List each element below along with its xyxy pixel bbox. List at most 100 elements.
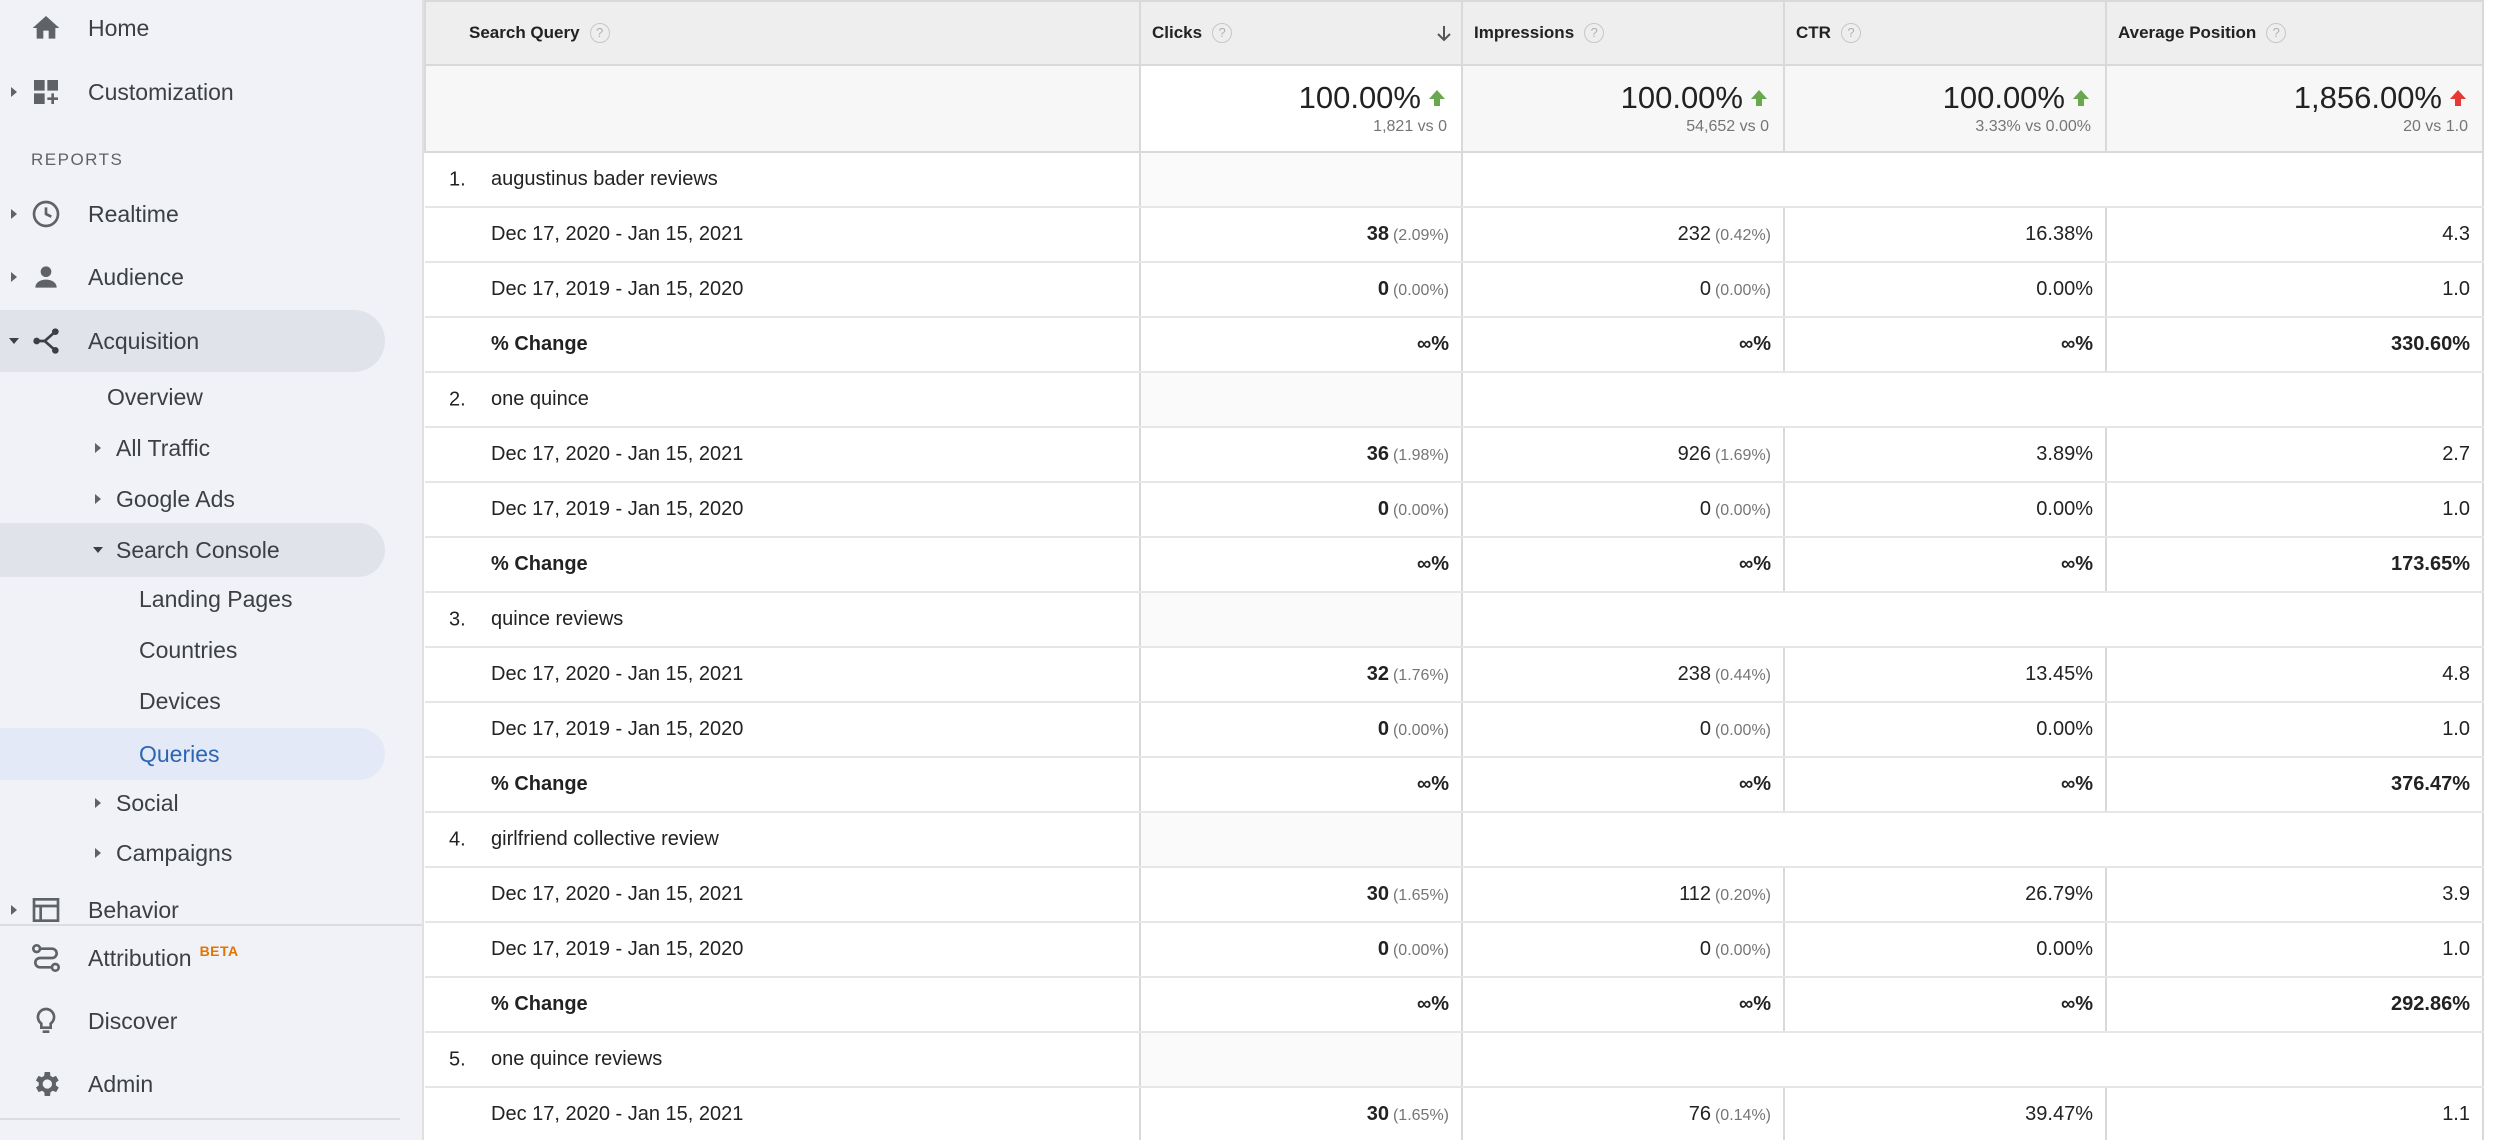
sidebar-item-discover[interactable]: Discover: [0, 990, 385, 1052]
clicks-cell: ∞%: [1140, 317, 1463, 373]
impressions-cell: 0 (0.00%): [1462, 922, 1785, 978]
group-filler: [1140, 592, 1463, 648]
cell-percent: (0.00%): [1392, 942, 1449, 959]
sidebar-item-label: Discover: [88, 1007, 178, 1034]
query-cell[interactable]: 2. one quince: [425, 372, 1141, 428]
dashboard-customize-icon: [34, 80, 58, 104]
row-label: Dec 17, 2020 - Jan 15, 2021: [425, 647, 1141, 703]
cell-value: ∞%: [1738, 993, 1771, 1015]
caret-down-icon: [93, 547, 103, 553]
impressions-cell: 238 (0.44%): [1462, 647, 1785, 703]
attribution-label: Attribution: [88, 944, 192, 971]
row-label: % Change: [425, 977, 1141, 1033]
date-range-row: Dec 17, 2020 - Jan 15, 2021 30 (1.65%) 112(…: [425, 867, 2484, 923]
position-cell: 1.0: [2106, 482, 2484, 538]
impressions-cell: ∞%: [1462, 537, 1785, 593]
sidebar-item-behavior[interactable]: Behavior: [0, 880, 385, 940]
cell-percent: (0.20%): [1714, 887, 1771, 904]
sidebar-item-customization[interactable]: Customization: [0, 61, 385, 123]
cell-value: ∞%: [2060, 333, 2093, 355]
sidebar-item-home[interactable]: Home: [0, 0, 385, 59]
cell-value: 76: [1688, 1103, 1711, 1125]
position-cell: 1.0: [2106, 922, 2484, 978]
sidebar-item-search-console[interactable]: Search Console: [0, 523, 385, 577]
query-link[interactable]: one quince reviews: [491, 1048, 663, 1070]
position-cell: 1.0: [2106, 262, 2484, 318]
clicks-cell: ∞%: [1140, 757, 1463, 813]
header-label: Average Position: [2118, 22, 2257, 42]
cell-value: 38: [1366, 223, 1389, 245]
help-icon[interactable]: ?: [1840, 23, 1861, 44]
sidebar-item-audience[interactable]: Audience: [0, 246, 385, 308]
caret-right-icon: [11, 209, 17, 219]
cell-value: ∞%: [1738, 773, 1771, 795]
sort-descending-icon[interactable]: [1435, 24, 1453, 44]
clicks-cell: 0 (0.00%): [1140, 922, 1463, 978]
sidebar-item-label: Home: [88, 14, 150, 41]
cell-value: 36: [1366, 443, 1389, 465]
group-filler: [1462, 152, 2484, 208]
row-label: Dec 17, 2020 - Jan 15, 2021: [425, 207, 1141, 263]
sidebar-item-label: All Traffic: [116, 434, 211, 461]
help-icon[interactable]: ?: [1212, 23, 1233, 44]
change-row: % Change ∞% ∞% ∞% 330.60%: [425, 317, 2484, 373]
sidebar-item-attribution[interactable]: Attribution BETA: [0, 927, 385, 989]
query-link[interactable]: quince reviews: [491, 608, 624, 630]
row-label: Dec 17, 2020 - Jan 15, 2021: [425, 427, 1141, 483]
sidebar-item-realtime[interactable]: Realtime: [0, 183, 385, 245]
cell-value: 0: [1377, 498, 1389, 520]
summary-value: 100.00%: [1620, 79, 1743, 115]
query-link[interactable]: augustinus bader reviews: [491, 168, 718, 190]
cell-value: 3.9: [2442, 883, 2470, 905]
query-cell[interactable]: 5. one quince reviews: [425, 1032, 1141, 1088]
row-index: 4.: [449, 828, 466, 850]
header-impressions[interactable]: Impressions?: [1461, 0, 1785, 66]
query-cell[interactable]: 4. girlfriend collective review: [425, 812, 1141, 868]
table-row[interactable]: 3. quince reviews: [425, 592, 2484, 648]
sidebar-item-label: Overview: [107, 383, 203, 410]
summary-row: 100.00% 1,821 vs 0 100.00% 54,652 vs 0 1…: [424, 64, 2484, 153]
cell-value: ∞%: [1416, 333, 1449, 355]
cell-percent: (2.09%): [1392, 227, 1449, 244]
ctr-cell: 13.45%: [1784, 647, 2107, 703]
header-clicks[interactable]: Clicks?: [1139, 0, 1463, 66]
help-icon[interactable]: ?: [1584, 23, 1605, 44]
header-search-query[interactable]: Search Query?: [424, 0, 1141, 66]
cell-percent: (0.00%): [1392, 502, 1449, 519]
queries-table: Search Query? Clicks? Impressions? CTR? …: [424, 0, 2484, 1140]
row-label-text: % Change: [491, 553, 588, 575]
table-row[interactable]: 5. one quince reviews: [425, 1032, 2484, 1088]
help-icon[interactable]: ?: [2266, 23, 2287, 44]
cell-value: 0.00%: [2036, 278, 2093, 300]
cell-value: ∞%: [1738, 333, 1771, 355]
sidebar-bottom-divider: [0, 1118, 400, 1120]
query-cell[interactable]: 1. augustinus bader reviews: [425, 152, 1141, 208]
query-link[interactable]: girlfriend collective review: [491, 828, 719, 850]
header-label: Clicks: [1152, 22, 1203, 42]
impressions-cell: 0 (0.00%): [1462, 482, 1785, 538]
date-range-row: Dec 17, 2020 - Jan 15, 2021 36 (1.98%) 926(…: [425, 427, 2484, 483]
cell-value: 2.7: [2442, 443, 2470, 465]
cell-value: 0: [1377, 278, 1389, 300]
table-row[interactable]: 2. one quince: [425, 372, 2484, 428]
cell-value: 1.1: [2442, 1103, 2470, 1125]
clicks-cell: 0 (0.00%): [1140, 482, 1463, 538]
cell-value: 238: [1677, 663, 1711, 685]
cell-percent: (1.76%): [1392, 667, 1449, 684]
header-ctr[interactable]: CTR?: [1783, 0, 2107, 66]
row-label-text: % Change: [491, 333, 588, 355]
group-filler: [1140, 152, 1463, 208]
query-link[interactable]: one quince: [491, 388, 589, 410]
sidebar-item-acquisition[interactable]: Acquisition: [0, 310, 385, 372]
sidebar-item-admin[interactable]: Admin: [0, 1053, 385, 1115]
help-icon[interactable]: ?: [589, 23, 610, 44]
table-row[interactable]: 1. augustinus bader reviews: [425, 152, 2484, 208]
query-cell[interactable]: 3. quince reviews: [425, 592, 1141, 648]
header-average-position[interactable]: Average Position?: [2105, 0, 2484, 66]
date-range-row: Dec 17, 2019 - Jan 15, 2020 0 (0.00%) 0 (0.0…: [425, 262, 2484, 318]
table-row[interactable]: 4. girlfriend collective review: [425, 812, 2484, 868]
table-header-row: Search Query? Clicks? Impressions? CTR? …: [424, 0, 2484, 66]
date-range-row: Dec 17, 2019 - Jan 15, 2020 0 (0.00%) 0 (0.0…: [425, 482, 2484, 538]
impressions-cell: 112 (0.20%): [1462, 867, 1785, 923]
sidebar-item-queries[interactable]: Queries: [0, 728, 385, 780]
